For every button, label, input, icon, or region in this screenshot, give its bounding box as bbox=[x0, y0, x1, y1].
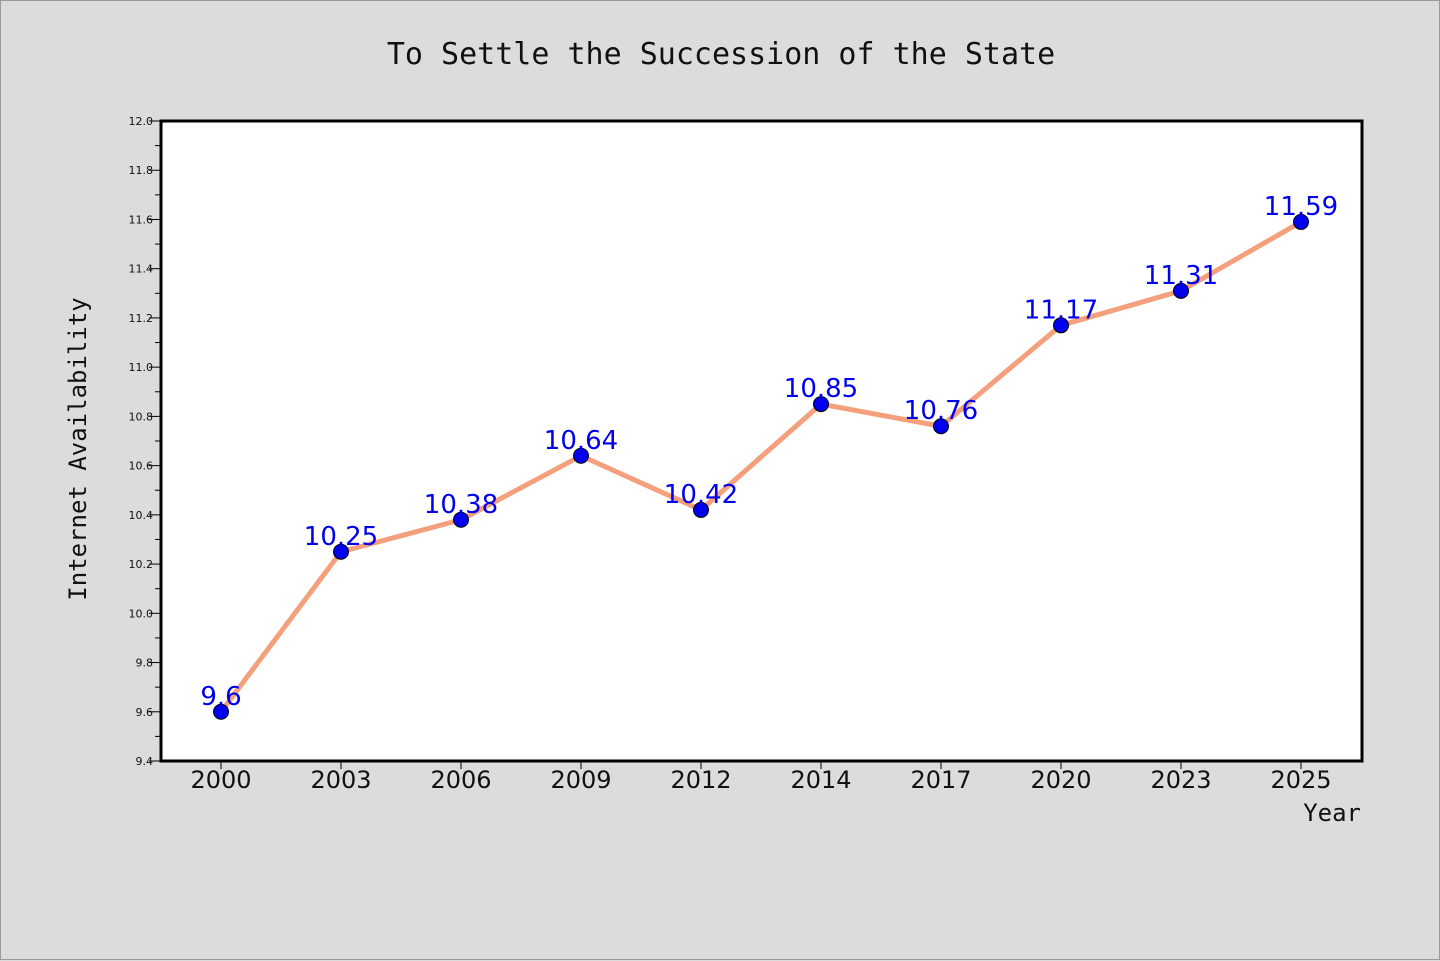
x-tick-label: 2020 bbox=[1030, 766, 1091, 794]
data-point bbox=[933, 418, 949, 435]
x-tick-label: 2017 bbox=[910, 766, 971, 794]
series-markers bbox=[213, 213, 1309, 720]
data-point bbox=[813, 396, 829, 413]
data-label: 11.31 bbox=[1144, 261, 1218, 291]
data-label: 11.17 bbox=[1024, 295, 1098, 325]
x-axis: 2000 2003 2006 2009 2012 2014 2017 2020 2023 2025 bbox=[190, 761, 1332, 794]
x-tick-label: 2014 bbox=[790, 766, 851, 794]
x-tick-label: 2003 bbox=[310, 766, 371, 794]
y-tick-label: 10.8 bbox=[129, 410, 154, 423]
y-tick-label: 10.4 bbox=[129, 509, 154, 522]
x-tick-label: 2006 bbox=[430, 766, 491, 794]
y-tick-label: 12.0 bbox=[129, 115, 154, 128]
data-point bbox=[333, 543, 349, 560]
data-point bbox=[1173, 282, 1189, 299]
data-label: 10.25 bbox=[304, 522, 378, 552]
y-tick-label: 10.0 bbox=[129, 607, 154, 620]
data-label: 9.6 bbox=[200, 682, 241, 712]
y-tick-label: 9.4 bbox=[136, 755, 154, 768]
data-point bbox=[1053, 317, 1069, 334]
series-line-path bbox=[219, 219, 1303, 714]
data-point bbox=[213, 703, 229, 720]
data-label: 10.38 bbox=[424, 490, 498, 520]
data-label: 10.42 bbox=[664, 480, 738, 510]
x-tick-label: 2009 bbox=[550, 766, 611, 794]
data-point bbox=[453, 511, 469, 528]
data-label: 10.85 bbox=[784, 374, 858, 404]
y-tick-label: 9.6 bbox=[136, 706, 154, 719]
series-line bbox=[219, 219, 1303, 714]
y-tick-label: 9.8 bbox=[136, 657, 154, 670]
data-point bbox=[693, 501, 709, 518]
y-tick-label: 11.2 bbox=[129, 312, 154, 325]
x-tick-label: 2023 bbox=[1150, 766, 1211, 794]
data-label: 10.64 bbox=[544, 426, 618, 456]
data-point bbox=[1293, 213, 1309, 230]
y-tick-label: 11.4 bbox=[129, 263, 154, 276]
y-tick-label: 10.2 bbox=[129, 558, 154, 571]
data-point bbox=[573, 447, 589, 464]
x-tick-label: 2025 bbox=[1270, 766, 1331, 794]
y-tick-label: 10.6 bbox=[129, 460, 154, 473]
y-axis-label: Internet Availability bbox=[64, 297, 92, 600]
x-axis-label: Year bbox=[1303, 799, 1361, 827]
y-tick-label: 11.6 bbox=[129, 213, 154, 226]
data-label: 11.59 bbox=[1264, 192, 1338, 222]
y-tick-label: 11.8 bbox=[129, 164, 154, 177]
data-label: 10.76 bbox=[904, 396, 978, 426]
data-labels: 9.6 10.25 10.38 10.64 10.42 10.85 10.76 11.17 11… bbox=[200, 192, 1338, 712]
x-tick-label: 2000 bbox=[190, 766, 251, 794]
x-tick-label: 2012 bbox=[670, 766, 731, 794]
plot-area bbox=[159, 119, 1364, 763]
y-axis: 9.4 9.6 9.8 10.0 10.2 10.4 10.6 10.8 11.0 11.2 11.… bbox=[129, 115, 161, 768]
chart-title: To Settle the Succession of the State bbox=[387, 37, 1055, 72]
y-tick-label: 11.0 bbox=[129, 361, 154, 374]
